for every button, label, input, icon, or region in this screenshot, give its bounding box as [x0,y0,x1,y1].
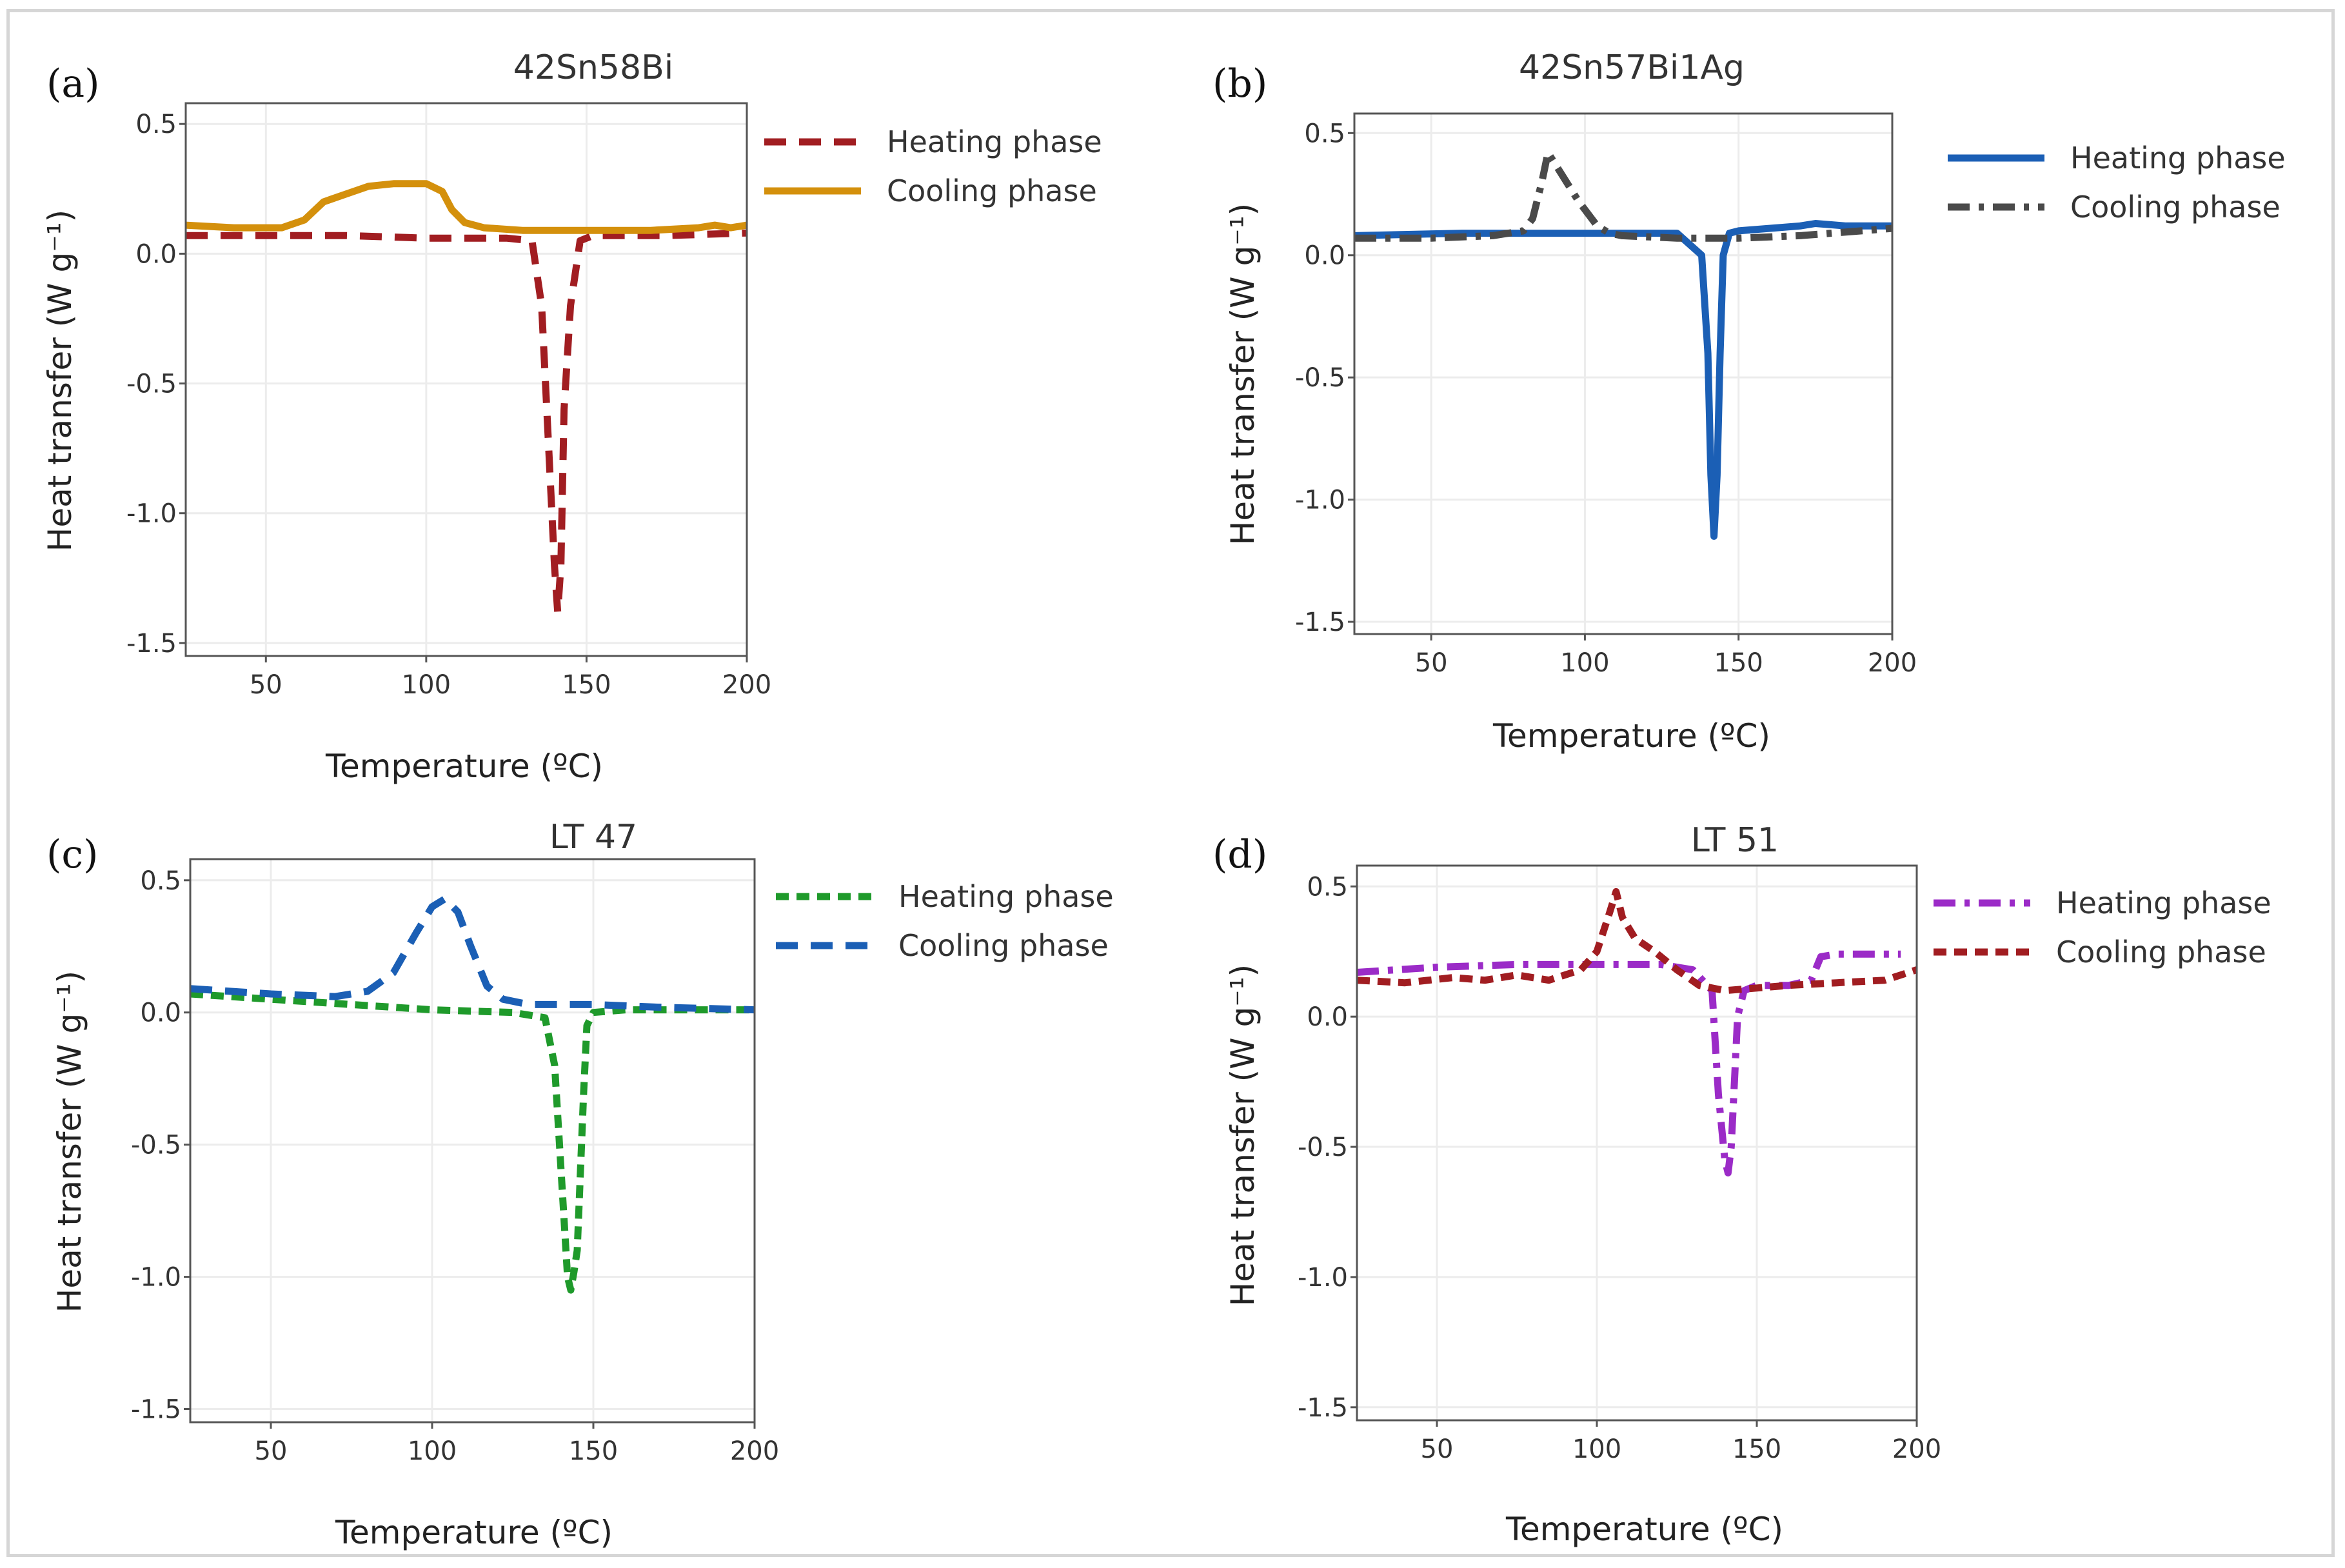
x-tick-label: 150 [1714,648,1763,678]
y-tick-label: -1.5 [131,1395,181,1425]
figure-frame [6,9,2335,1557]
x-axis-label: Temperature (ºC) [1492,717,1770,755]
y-tick-label: 0.0 [1307,1002,1348,1032]
series-line-heating-phase [190,990,755,1294]
x-tick-label: 200 [1868,648,1917,678]
panel-label: (a) [46,61,100,106]
legend-label: Cooling phase [2070,190,2281,224]
x-tick-label: 200 [722,670,771,700]
y-axis-label: Heat transfer (W g⁻¹) [41,210,79,551]
series-line-cooling-phase [185,180,747,234]
x-axis-label: Temperature (ºC) [325,748,603,785]
x-tick-label: 100 [402,670,451,700]
x-tick-label: 150 [569,1436,618,1466]
series-line-cooling-phase [1354,149,1893,242]
panel-label: (c) [46,832,98,877]
y-tick-label: 0.5 [135,110,177,139]
panel-d: 50 100 150 200 0.5 0.0 -0.5 -1.0 -1.5 (d) LT 51 Tem… [1212,821,2271,1548]
x-tick-label: 50 [1415,648,1448,678]
series-line-cooling-phase [1356,888,1918,995]
legend-label: Heating phase [2070,141,2286,175]
y-tick-label: -1.0 [126,499,177,529]
chart-title: LT 47 [549,818,637,857]
x-tick-label: 50 [255,1436,288,1466]
y-axis-label: Heat transfer (W g⁻¹) [51,971,88,1313]
y-tick-label: -1.0 [1298,1263,1348,1293]
legend-label: Cooling phase [898,928,1109,963]
series-line-heating-phase [1354,220,1892,540]
x-axis-label: Temperature (ºC) [1505,1511,1783,1548]
plot-area-border [189,858,756,1424]
y-tick-label: -0.5 [126,370,177,399]
y-tick-label: 0.0 [1304,241,1345,271]
x-tick-label: 50 [1421,1434,1454,1464]
y-tick-label: 0.0 [135,239,177,269]
legend-label: Cooling phase [2056,935,2266,969]
legend: Heating phase Cooling phase [776,879,1114,963]
x-tick-label: 200 [1892,1434,1941,1464]
plot-area-border [1356,864,1918,1422]
legend-label: Cooling phase [887,174,1097,208]
y-tick-label: -0.5 [1298,1133,1348,1162]
chart-title: LT 51 [1691,821,1779,860]
y-tick-label: -0.5 [1295,363,1345,393]
x-tick-label: 100 [408,1436,457,1466]
x-tick-label: 100 [1560,648,1609,678]
x-tick-label: 200 [730,1436,779,1466]
y-tick-label: -1.5 [126,629,177,659]
series-line-cooling-phase [190,895,755,1014]
y-tick-label: 0.5 [140,866,181,896]
y-tick-label: 0.5 [1304,119,1345,148]
panel-label: (d) [1212,832,1267,877]
x-tick-label: 150 [562,670,611,700]
y-tick-label: -0.5 [131,1131,181,1160]
x-tick-label: 100 [1572,1434,1621,1464]
y-tick-label: -1.0 [131,1263,181,1293]
legend-label: Heating phase [2056,886,2271,920]
x-axis-label: Temperature (ºC) [335,1514,613,1551]
legend-label: Heating phase [887,124,1102,159]
chart-title: 42Sn57Bi1Ag [1519,48,1745,87]
series-line-heating-phase [186,229,747,616]
y-axis-label: Heat transfer (W g⁻¹) [1224,203,1262,545]
plot-area-border [184,102,748,657]
legend-label: Heating phase [898,879,1114,914]
y-tick-label: 0.5 [1307,872,1348,902]
y-tick-label: 0.0 [140,998,181,1028]
x-tick-label: 50 [250,670,282,700]
y-tick-label: -1.5 [1295,608,1345,637]
chart-title: 42Sn58Bi [513,48,673,87]
legend: Heating phase Cooling phase [764,124,1102,208]
panel-c: 50 100 150 200 0.5 0.0 -0.5 -1.0 -1.5 (c) LT 47 Tem… [46,818,1114,1551]
y-tick-label: -1.0 [1295,486,1345,515]
y-tick-label: -1.5 [1298,1393,1348,1423]
y-axis-label: Heat transfer (W g⁻¹) [1224,964,1262,1306]
panel-a: 50 100 150 200 0.5 0.0 -0.5 -1.0 -1.5 (a) 42Sn58Bi… [41,48,1102,785]
panel-label: (b) [1212,61,1267,106]
series-line-heating-phase [1356,950,1901,1176]
plot-area-border [1353,112,1894,635]
panel-b: 50 100 150 200 0.5 0.0 -0.5 -1.0 -1.5 (b) 42Sn57Bi… [1212,48,2286,755]
legend: Heating phase Cooling phase [1948,141,2286,224]
legend: Heating phase Cooling phase [1934,886,2271,969]
x-tick-label: 150 [1732,1434,1781,1464]
